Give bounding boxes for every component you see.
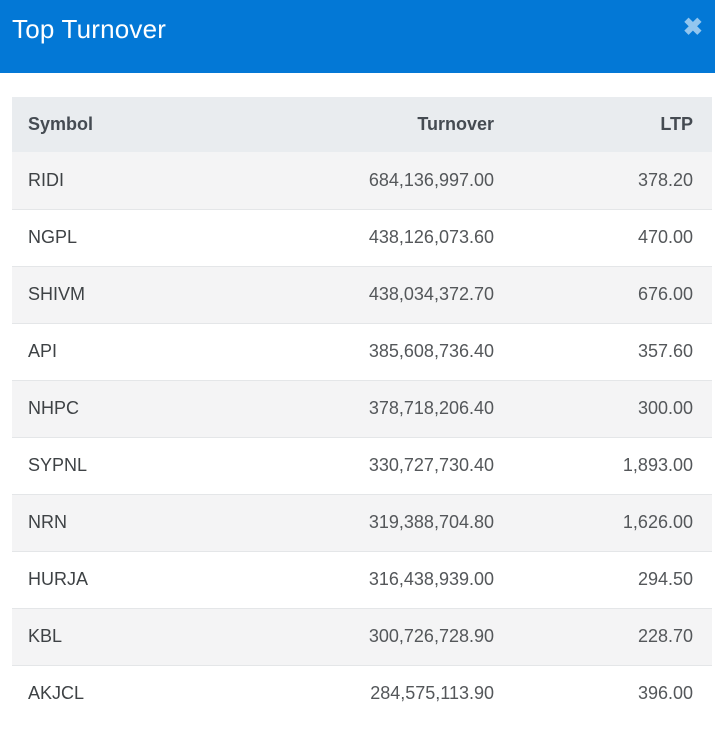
ltp-cell: 676.00 bbox=[509, 265, 712, 323]
table-row: HURJA 316,438,939.00 294.50 bbox=[12, 550, 712, 608]
ltp-cell: 378.20 bbox=[509, 152, 712, 209]
ltp-cell: 300.00 bbox=[509, 379, 712, 437]
turnover-cell: 385,608,736.40 bbox=[292, 322, 509, 380]
turnover-cell: 319,388,704.80 bbox=[292, 493, 509, 551]
table-row: NGPL 438,126,073.60 470.00 bbox=[12, 208, 712, 266]
turnover-cell: 316,438,939.00 bbox=[292, 550, 509, 608]
column-header-turnover: Turnover bbox=[292, 97, 509, 152]
turnover-cell: 684,136,997.00 bbox=[292, 152, 509, 209]
turnover-cell: 378,718,206.40 bbox=[292, 379, 509, 437]
symbol-cell: HURJA bbox=[12, 550, 292, 608]
ltp-cell: 1,893.00 bbox=[509, 436, 712, 494]
table-header-row: Symbol Turnover LTP bbox=[12, 97, 712, 152]
symbol-cell: SHIVM bbox=[12, 265, 292, 323]
turnover-cell: 438,126,073.60 bbox=[292, 208, 509, 266]
table-row: AKJCL 284,575,113.90 396.00 bbox=[12, 664, 712, 722]
modal-header: Top Turnover ✖ bbox=[0, 0, 715, 73]
turnover-cell: 330,727,730.40 bbox=[292, 436, 509, 494]
symbol-cell: SYPNL bbox=[12, 436, 292, 494]
table-row: RIDI 684,136,997.00 378.20 bbox=[12, 152, 712, 209]
column-header-ltp: LTP bbox=[509, 97, 712, 152]
symbol-cell: NHPC bbox=[12, 379, 292, 437]
table-row: SHIVM 438,034,372.70 676.00 bbox=[12, 265, 712, 323]
top-turnover-table: Symbol Turnover LTP RIDI 684,136,997.00 … bbox=[12, 97, 712, 722]
symbol-cell: KBL bbox=[12, 607, 292, 665]
ltp-cell: 228.70 bbox=[509, 607, 712, 665]
close-icon: ✖ bbox=[682, 14, 703, 41]
table-row: API 385,608,736.40 357.60 bbox=[12, 322, 712, 380]
table-row: SYPNL 330,727,730.40 1,893.00 bbox=[12, 436, 712, 494]
table-row: NHPC 378,718,206.40 300.00 bbox=[12, 379, 712, 437]
symbol-cell: NGPL bbox=[12, 208, 292, 266]
turnover-cell: 284,575,113.90 bbox=[292, 664, 509, 722]
symbol-cell: AKJCL bbox=[12, 664, 292, 722]
ltp-cell: 294.50 bbox=[509, 550, 712, 608]
table-row: NRN 319,388,704.80 1,626.00 bbox=[12, 493, 712, 551]
turnover-cell: 300,726,728.90 bbox=[292, 607, 509, 665]
turnover-cell: 438,034,372.70 bbox=[292, 265, 509, 323]
symbol-cell: RIDI bbox=[12, 152, 292, 209]
symbol-cell: NRN bbox=[12, 493, 292, 551]
ltp-cell: 470.00 bbox=[509, 208, 712, 266]
ltp-cell: 396.00 bbox=[509, 664, 712, 722]
modal-body: Symbol Turnover LTP RIDI 684,136,997.00 … bbox=[0, 73, 715, 722]
column-header-symbol: Symbol bbox=[12, 97, 292, 152]
ltp-cell: 357.60 bbox=[509, 322, 712, 380]
symbol-cell: API bbox=[12, 322, 292, 380]
modal-title: Top Turnover bbox=[12, 14, 167, 44]
close-button[interactable]: ✖ bbox=[681, 16, 705, 40]
ltp-cell: 1,626.00 bbox=[509, 493, 712, 551]
table-row: KBL 300,726,728.90 228.70 bbox=[12, 607, 712, 665]
